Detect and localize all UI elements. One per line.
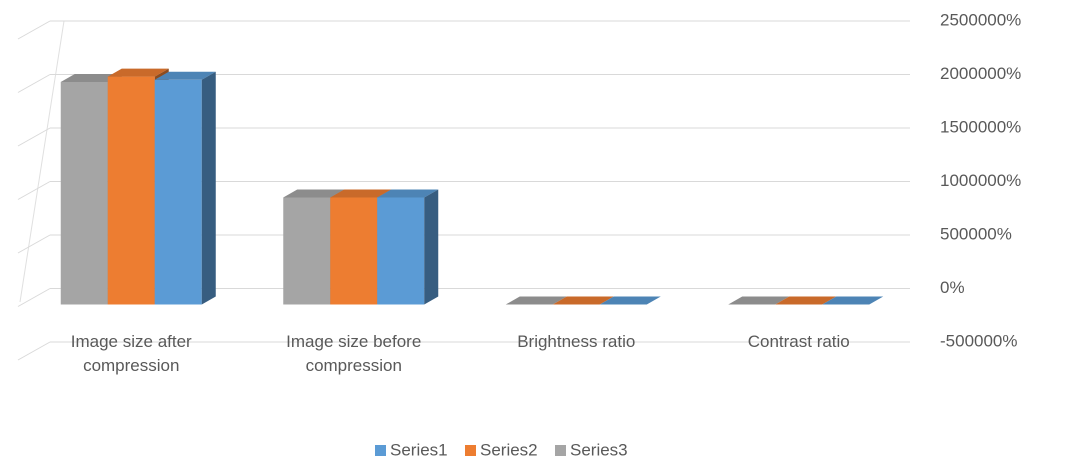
wall-tick (17, 288, 51, 307)
bar (154, 71, 216, 305)
bar-top (599, 296, 661, 305)
bar-top (107, 68, 169, 77)
y-tick-label: 1500000% (940, 117, 1021, 136)
bar-front (154, 79, 202, 305)
bar (377, 189, 439, 305)
bar-front (283, 197, 331, 305)
bar-top (377, 189, 439, 198)
bar-top (330, 189, 392, 198)
bar-top (728, 296, 790, 305)
bar-top (505, 296, 567, 305)
bar (822, 296, 884, 305)
wall-tick (17, 74, 51, 93)
bar-side (201, 71, 216, 305)
wall-edge (19, 20, 65, 303)
bar-side (424, 189, 439, 305)
bar (775, 296, 837, 305)
y-tick-label: 2500000% (940, 10, 1021, 29)
bar-front (107, 76, 155, 305)
bar (599, 296, 661, 305)
bar-top (283, 189, 345, 198)
legend-label: Series1 (390, 440, 448, 459)
wall-tick (17, 127, 51, 147)
y-tick-label: -500000% (940, 331, 1018, 350)
bar-top (60, 73, 122, 82)
bar-front (330, 197, 378, 305)
y-tick-label: 2000000% (940, 64, 1021, 83)
wall-tick (17, 341, 51, 361)
legend-label: Series3 (570, 440, 628, 459)
bar-top (154, 71, 216, 80)
bar (728, 296, 790, 305)
wall-tick (17, 234, 51, 254)
bar-top (552, 296, 614, 305)
x-tick-label: Contrast ratio (747, 332, 850, 351)
bar-front (60, 81, 108, 305)
wall-tick (17, 20, 51, 40)
legend-swatch (555, 445, 566, 456)
bar (552, 296, 614, 305)
wall-tick (17, 181, 51, 200)
x-tick-label: Image size before compression (286, 332, 422, 375)
bar-top (775, 296, 837, 305)
legend-swatch (465, 445, 476, 456)
legend-swatch (375, 445, 386, 456)
y-tick-label: 1000000% (940, 171, 1021, 190)
y-tick-label: 500000% (940, 224, 1012, 243)
y-tick-label: 0% (940, 278, 965, 297)
x-tick-label: Brightness ratio (517, 332, 636, 351)
bar-front (377, 197, 425, 305)
legend-label: Series2 (480, 440, 538, 459)
bar-top (822, 296, 884, 305)
x-tick-label: Image size after compression (70, 332, 192, 375)
bar (505, 296, 567, 305)
